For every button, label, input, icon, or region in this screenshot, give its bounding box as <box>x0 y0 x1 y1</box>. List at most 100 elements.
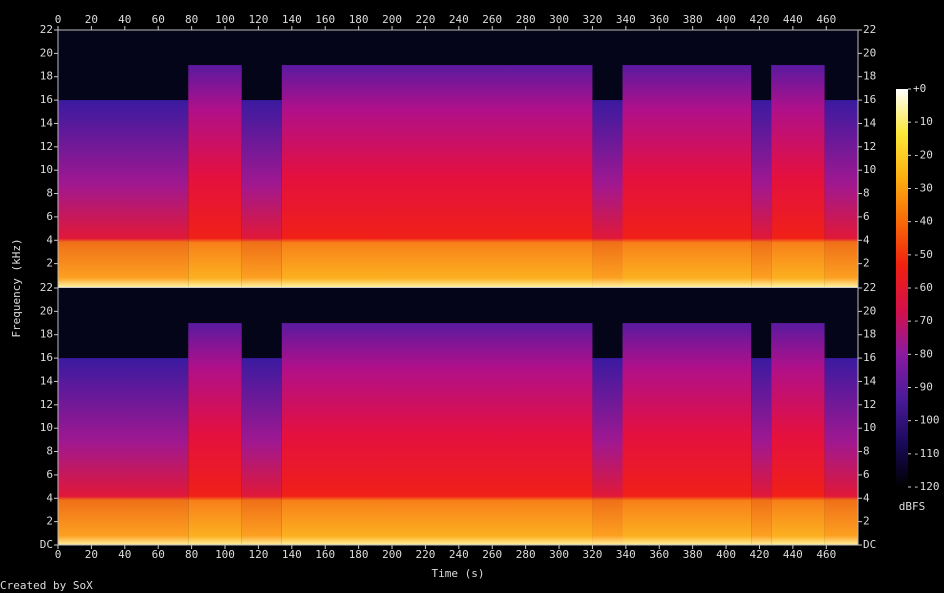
x-tick-label-top: 260 <box>482 13 502 26</box>
y-tick-label: 6 <box>46 210 53 223</box>
colorbar-tick-label: -40 <box>913 215 933 228</box>
colorbar <box>896 89 908 487</box>
y-tick-label: 6 <box>46 468 53 481</box>
x-tick-label-top: 340 <box>616 13 636 26</box>
spectrum-segment <box>281 323 593 545</box>
y-tick-label: 14 <box>40 374 54 387</box>
y-tick-label: 22 <box>40 23 53 36</box>
y-tick-label: 4 <box>46 491 53 504</box>
spectrum-segment <box>592 358 623 545</box>
x-tick-label: 240 <box>449 548 469 561</box>
x-tick-label: 120 <box>248 548 268 561</box>
x-tick-label-top: 120 <box>248 13 268 26</box>
y-tick-label-right: 14 <box>863 374 877 387</box>
x-tick-label-top: 40 <box>118 13 131 26</box>
colorbar-label: dBFS <box>899 500 926 513</box>
x-tick-label-top: 100 <box>215 13 235 26</box>
x-tick-label-top: 80 <box>185 13 198 26</box>
y-tick-label: 18 <box>40 70 53 83</box>
y-tick-label: 10 <box>40 163 53 176</box>
spectrum-segment <box>751 100 772 287</box>
spectrum-segment <box>58 358 189 545</box>
x-tick-label: 340 <box>616 548 636 561</box>
y-tick-label-right: 10 <box>863 163 876 176</box>
spectrum-segment <box>281 65 593 287</box>
spectrum-segment <box>771 323 825 545</box>
y-tick-label-right: 8 <box>863 187 870 200</box>
x-tick-label: 100 <box>215 548 235 561</box>
x-tick-label-top: 160 <box>315 13 335 26</box>
colorbar-tick-label: -70 <box>913 314 933 327</box>
y-tick-label-right: 4 <box>863 491 870 504</box>
x-tick-label-top: 220 <box>415 13 435 26</box>
x-tick-label-top: 360 <box>649 13 669 26</box>
y-tick-label: 12 <box>40 398 53 411</box>
y-tick-label: 2 <box>46 515 53 528</box>
y-tick-label: 18 <box>40 328 53 341</box>
y-tick-label: 16 <box>40 351 53 364</box>
spectrum-segment <box>824 100 858 287</box>
colorbar-tick-label: -50 <box>913 248 933 261</box>
y-tick-label: 16 <box>40 93 53 106</box>
y-tick-label-right: 10 <box>863 421 876 434</box>
y-tick-label-right: 22 <box>863 23 876 36</box>
spectrum-segment <box>751 358 772 545</box>
y-tick-label-right: 6 <box>863 468 870 481</box>
spectrum-segment <box>622 323 752 545</box>
x-tick-label: 420 <box>750 548 770 561</box>
x-tick-label: 160 <box>315 548 335 561</box>
spectrum-segment <box>241 100 282 287</box>
x-tick-label: 460 <box>816 548 836 561</box>
x-tick-label: 0 <box>55 548 62 561</box>
x-tick-label: 20 <box>85 548 98 561</box>
x-tick-label: 300 <box>549 548 569 561</box>
colorbar-tick-label: -120 <box>913 480 940 493</box>
x-tick-label: 440 <box>783 548 803 561</box>
x-tick-label: 320 <box>583 548 603 561</box>
y-tick-label-right: 8 <box>863 445 870 458</box>
x-axis-label: Time (s) <box>432 567 485 580</box>
spectrum-segment <box>241 358 282 545</box>
spectrum-segment <box>188 323 242 545</box>
x-tick-label-top: 380 <box>683 13 703 26</box>
y-tick-label-right: 22 <box>863 281 876 294</box>
x-tick-label: 40 <box>118 548 131 561</box>
colorbar-tick-label: -90 <box>913 381 933 394</box>
y-tick-label: 14 <box>40 116 54 129</box>
x-tick-label: 360 <box>649 548 669 561</box>
x-tick-label-top: 440 <box>783 13 803 26</box>
y-tick-label-right: 12 <box>863 140 876 153</box>
y-tick-label: 10 <box>40 421 53 434</box>
y-tick-label-right: 2 <box>863 515 870 528</box>
colorbar-tick-label: -80 <box>913 347 933 360</box>
y-tick-label: 8 <box>46 187 53 200</box>
colorbar-tick-label: -20 <box>913 148 933 161</box>
x-tick-label-top: 200 <box>382 13 402 26</box>
footer: Created by SoX <box>0 579 93 592</box>
x-tick-label: 260 <box>482 548 502 561</box>
y-tick-label: 20 <box>40 304 53 317</box>
spectrum-segment <box>622 65 752 287</box>
x-tick-label-top: 20 <box>85 13 98 26</box>
y-tick-label: 12 <box>40 140 53 153</box>
x-tick-label: 400 <box>716 548 736 561</box>
x-tick-label-top: 400 <box>716 13 736 26</box>
y-tick-label-right: 20 <box>863 46 876 59</box>
x-tick-label: 220 <box>415 548 435 561</box>
y-tick-label-right: 18 <box>863 70 876 83</box>
y-tick-label-right: 18 <box>863 328 876 341</box>
spectrum-segment <box>58 100 189 287</box>
y-tick-label-right: 16 <box>863 93 876 106</box>
y-tick-label: 4 <box>46 233 53 246</box>
y-tick-label-right: 6 <box>863 210 870 223</box>
x-tick-label-top: 140 <box>282 13 302 26</box>
colorbar-tick-label: -100 <box>913 414 940 427</box>
x-tick-label-top: 320 <box>583 13 603 26</box>
y-tick-label-right: 12 <box>863 398 876 411</box>
spectrum-segment <box>771 65 825 287</box>
y-tick-label: 20 <box>40 46 53 59</box>
y-tick-label: 8 <box>46 445 53 458</box>
x-tick-label-top: 0 <box>55 13 62 26</box>
colorbar-tick-label: -110 <box>913 447 940 460</box>
